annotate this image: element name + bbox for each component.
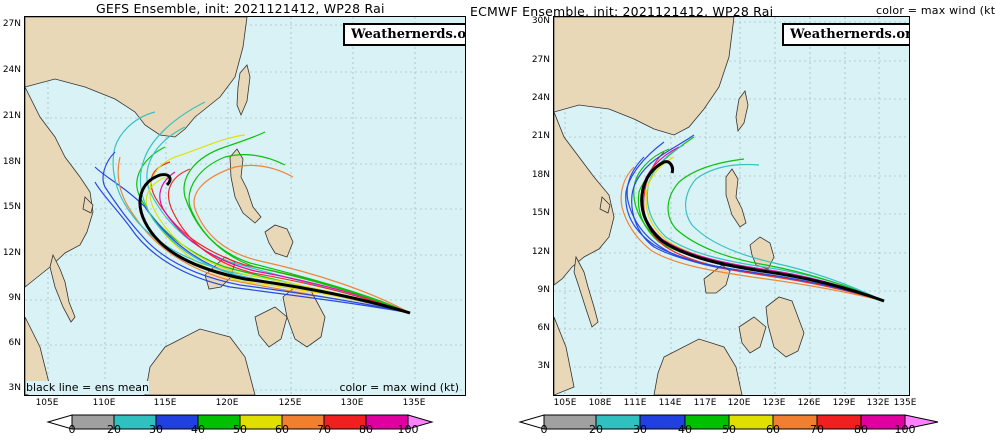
gefs-colorbar [46, 414, 434, 430]
ecmwf-colorbar-tick: 60 [766, 423, 780, 436]
gefs-lat-label: 6N [8, 338, 21, 348]
ecmwf-colorbar-tick: 80 [854, 423, 868, 436]
gefs-colorbar-tick: 50 [233, 423, 247, 436]
gefs-colorbar-tick: 40 [191, 423, 205, 436]
gefs-lon-label: 115E [153, 398, 177, 408]
ecmwf-wind-note: color = max wind (kt) [876, 4, 996, 17]
ecmwf-lat-label: 24N [531, 93, 550, 103]
ecmwf-title: ECMWF Ensemble, init: 2021121412, WP28 R… [470, 4, 774, 19]
gefs-note-wind: color = max wind (kt) [339, 381, 459, 394]
gefs-colorbar-tick: 0 [68, 423, 76, 436]
gefs-lat-label: 21N [2, 111, 21, 121]
ecmwf-panel: ECMWF Ensemble, init: 2021121412, WP28 R… [470, 0, 996, 440]
ecmwf-colorbar-tick: 50 [722, 423, 736, 436]
ecmwf-colorbar-tick: 0 [540, 423, 548, 436]
ecmwf-colorbar [518, 414, 939, 430]
gefs-title: GEFS Ensemble, init: 2021121412, WP28 Ra… [96, 1, 385, 16]
gefs-colorbar-tick: 20 [107, 423, 121, 436]
gefs-colorbar-tick: 30 [149, 423, 163, 436]
ecmwf-lat-label: 30N [531, 16, 550, 26]
gefs-lon-label: 105E [35, 398, 59, 408]
ecmwf-lon-label: 111E [623, 398, 647, 408]
gefs-lon-label: 120E [215, 398, 239, 408]
ecmwf-colorbar-tick: 70 [810, 423, 824, 436]
ecmwf-map: Weathernerds.org [553, 16, 910, 396]
ecmwf-lon-label: 126E [797, 398, 821, 408]
ecmwf-lat-label: 18N [531, 170, 550, 180]
gefs-lon-label: 125E [278, 398, 302, 408]
gefs-lon-label: 130E [340, 398, 364, 408]
gefs-colorbar-tick: 100 [397, 423, 419, 436]
gefs-lat-label: 12N [2, 248, 21, 258]
ecmwf-lat-label: 3N [537, 361, 550, 371]
gefs-lat-label: 15N [2, 202, 21, 212]
gefs-colorbar-tick: 70 [317, 423, 331, 436]
gefs-lat-label: 3N [8, 383, 21, 393]
ecmwf-lon-label: 132E [866, 398, 890, 408]
ecmwf-lon-label: 123E [762, 398, 786, 408]
ecmwf-lat-label: 15N [531, 208, 550, 218]
ecmwf-colorbar-tick: 30 [633, 423, 647, 436]
gefs-note-mean: black line = ens mean [26, 381, 149, 394]
ecmwf-map-graphic [554, 17, 909, 395]
ecmwf-lon-label: 129E [832, 398, 856, 408]
ecmwf-lat-label: 9N [537, 285, 550, 295]
gefs-lat-label: 18N [2, 157, 21, 167]
gefs-credit-box: Weathernerds.org [343, 23, 465, 46]
ecmwf-lat-label: 12N [531, 247, 550, 257]
ecmwf-lat-label: 27N [531, 55, 550, 65]
ecmwf-lat-label: 21N [531, 131, 550, 141]
gefs-lat-label: 9N [8, 293, 21, 303]
gefs-lon-label: 135E [402, 398, 426, 408]
ecmwf-colorbar-tick: 100 [894, 423, 916, 436]
ecmwf-lon-label: 108E [588, 398, 612, 408]
gefs-lat-label: 24N [2, 65, 21, 75]
gefs-map: Weathernerds.org black line = ens mean c… [24, 16, 466, 396]
ecmwf-lon-label: 105E [553, 398, 577, 408]
ecmwf-lon-label: 135E [893, 398, 917, 408]
gefs-panel: GEFS Ensemble, init: 2021121412, WP28 Ra… [0, 0, 470, 440]
gefs-colorbar-tick: 80 [359, 423, 373, 436]
ecmwf-lon-label: 120E [727, 398, 751, 408]
gefs-map-graphic [25, 17, 465, 395]
gefs-lat-label: 27N [2, 19, 21, 29]
ecmwf-colorbar-tick: 40 [678, 423, 692, 436]
gefs-colorbar-tick: 60 [275, 423, 289, 436]
ecmwf-lat-label: 6N [537, 323, 550, 333]
ecmwf-colorbar-tick: 20 [589, 423, 603, 436]
ecmwf-lon-label: 114E [658, 398, 682, 408]
gefs-lon-label: 110E [92, 398, 116, 408]
ecmwf-credit-box: Weathernerds.org [782, 23, 909, 46]
ecmwf-lon-label: 117E [693, 398, 717, 408]
